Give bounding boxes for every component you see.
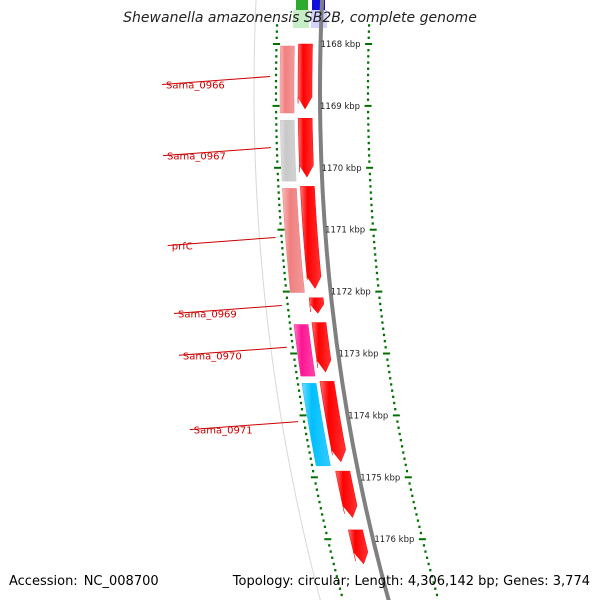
backbone-arc — [318, 0, 391, 600]
map-title: Shewanella amazonensis SB2B, complete ge… — [123, 10, 477, 26]
tick-marks: 1168 kbp 1169 kbp 1170 kbp 1171 kbp 1172 kbp… — [272, 24, 439, 597]
genome-stats: Topology: circular; Length: 4,306,142 bp… — [232, 574, 590, 589]
length-value: 4,306,142 bp — [407, 574, 495, 589]
cds-band[interactable] — [282, 188, 305, 293]
gene-label[interactable]: Sama_0970 — [183, 351, 242, 362]
gene-label[interactable]: Sama_0971 — [194, 426, 253, 437]
gene-label[interactable]: Sama_0969 — [178, 310, 237, 321]
accession-label: Accession: — [9, 574, 78, 589]
length-label: Length: — [354, 574, 404, 589]
gene-label[interactable]: Sama_0966 — [166, 81, 225, 92]
gene-arrow[interactable] — [300, 186, 322, 290]
gene-label[interactable]: Sama_0967 — [167, 152, 226, 163]
ruler-label: 1174 kbp — [348, 411, 388, 421]
gene-arrow[interactable] — [308, 297, 325, 314]
label-leader — [173, 305, 282, 315]
gene-arrow[interactable] — [311, 322, 332, 373]
gene-arrow[interactable] — [335, 470, 358, 519]
gene-arrow[interactable] — [319, 381, 346, 463]
genome-backbone — [318, 0, 391, 600]
gene-arrow[interactable] — [347, 529, 369, 565]
gene-arrow[interactable] — [297, 43, 313, 110]
ruler-label: 1176 kbp — [374, 535, 414, 545]
gene-labels: Sama_0966 Sama_0967 prfC Sama_0969 Sama_0970… — [161, 76, 298, 437]
label-leader — [178, 346, 287, 356]
accession-line: Accession: NC_008700 — [9, 574, 159, 589]
ruler-label: 1171 kbp — [325, 226, 365, 236]
label-leader — [161, 76, 271, 85]
cds-band[interactable] — [301, 383, 331, 467]
partial-feature — [293, 10, 309, 28]
accession-value: NC_008700 — [83, 574, 159, 589]
topology-value: circular — [297, 574, 346, 589]
label-leader — [162, 147, 271, 157]
topology-label: Topology: — [232, 574, 294, 589]
ruler-label: 1170 kbp — [322, 164, 362, 174]
ruler-label: 1169 kbp — [320, 102, 360, 112]
gene-label[interactable]: prfC — [172, 241, 193, 252]
label-leader — [189, 421, 298, 431]
cds-band[interactable] — [279, 120, 297, 182]
genes-label: Genes: — [503, 574, 549, 589]
guide-arc — [253, 0, 321, 600]
partial-feature — [312, 0, 325, 10]
cds-band[interactable] — [279, 45, 295, 114]
gene-features — [279, 43, 369, 565]
label-leader — [167, 236, 276, 246]
partial-feature — [296, 0, 308, 10]
ruler-label: 1173 kbp — [338, 350, 378, 360]
genes-value: 3,774 — [552, 574, 590, 589]
cds-band[interactable] — [293, 324, 316, 377]
ruler-label: 1168 kbp — [320, 40, 360, 50]
ruler-label: 1175 kbp — [360, 473, 400, 483]
ruler-label: 1172 kbp — [331, 288, 371, 298]
gene-arrow[interactable] — [297, 118, 314, 178]
